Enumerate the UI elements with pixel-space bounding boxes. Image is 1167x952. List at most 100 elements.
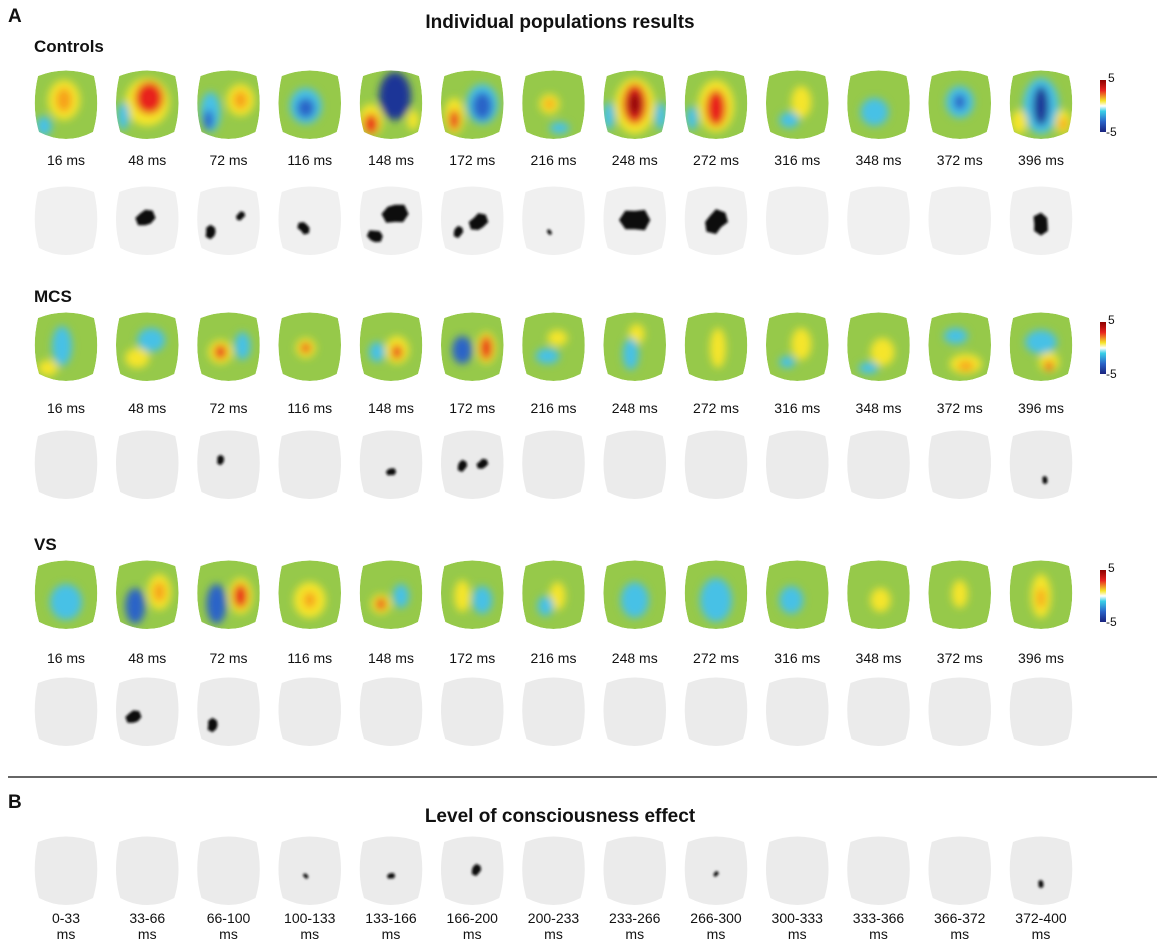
activity-blob xyxy=(706,90,726,126)
time-label: 372 ms xyxy=(937,650,983,666)
head xyxy=(440,677,504,746)
window-unit: ms xyxy=(463,926,482,942)
significance-cluster xyxy=(297,222,310,235)
topomap xyxy=(1009,560,1073,629)
colorbar-min: -5 xyxy=(1106,367,1117,381)
head xyxy=(34,430,98,499)
topomap xyxy=(603,560,667,629)
activity-blob xyxy=(860,98,889,126)
topomap xyxy=(765,70,829,139)
activity-blob xyxy=(364,114,378,134)
time-label: 216 ms xyxy=(531,400,577,416)
blobs xyxy=(622,324,645,370)
head xyxy=(1009,430,1073,499)
topomap xyxy=(928,560,992,629)
blobs xyxy=(444,84,499,134)
window-unit: ms xyxy=(869,926,888,942)
head xyxy=(603,836,667,905)
time-label: 396 ms xyxy=(1018,400,1064,416)
significance-cluster xyxy=(619,209,651,231)
significance-map xyxy=(684,186,748,255)
significance-cluster xyxy=(207,717,218,733)
window-range: 133-166 xyxy=(365,910,417,926)
significance-map xyxy=(603,836,667,905)
activity-blob xyxy=(779,356,796,368)
activity-blob xyxy=(50,584,82,620)
window-range: 166-200 xyxy=(447,910,499,926)
significance-map xyxy=(603,186,667,255)
topomap xyxy=(278,70,342,139)
topomap xyxy=(197,70,260,139)
topomap xyxy=(847,312,910,381)
time-label: 172 ms xyxy=(449,400,495,416)
activity-blob xyxy=(622,338,639,370)
topomap xyxy=(359,70,423,139)
activity-blob xyxy=(454,580,471,612)
panel-title: Level of consciousness effect xyxy=(425,806,696,827)
significance-map xyxy=(278,186,342,255)
time-label: 148 ms xyxy=(368,650,414,666)
head xyxy=(34,677,98,746)
panel-title: Individual populations results xyxy=(425,12,694,33)
head xyxy=(684,430,748,499)
significance-cluster xyxy=(476,458,489,469)
significance-map xyxy=(359,836,423,905)
significance-map xyxy=(34,677,98,746)
blobs xyxy=(943,328,982,374)
head xyxy=(522,677,585,746)
activity-blob xyxy=(791,328,812,360)
significance-map xyxy=(278,677,342,746)
time-label: 48 ms xyxy=(128,152,166,168)
activity-blob xyxy=(135,82,164,114)
group-label: VS xyxy=(34,535,57,554)
significance-cluster xyxy=(385,468,397,476)
significance-cluster xyxy=(135,209,156,226)
activity-blob xyxy=(537,596,554,616)
window-unit: ms xyxy=(1032,926,1051,942)
blobs xyxy=(452,332,497,364)
significance-cluster xyxy=(205,224,216,240)
head xyxy=(197,836,260,905)
head xyxy=(115,836,179,905)
window-unit: ms xyxy=(950,926,969,942)
time-label: 396 ms xyxy=(1018,152,1064,168)
activity-blob xyxy=(858,362,879,374)
time-label: 72 ms xyxy=(209,152,247,168)
blobs xyxy=(779,86,812,128)
activity-blob xyxy=(943,328,968,344)
head xyxy=(278,677,342,746)
activity-blob xyxy=(393,584,409,608)
activity-blob xyxy=(203,110,214,130)
time-label: 272 ms xyxy=(693,400,739,416)
significance-map xyxy=(847,430,910,499)
activity-blob xyxy=(700,578,732,622)
time-label: 172 ms xyxy=(449,650,495,666)
topomap xyxy=(603,312,667,381)
head xyxy=(278,836,342,905)
significance-cluster xyxy=(366,230,383,243)
significance-map xyxy=(115,430,179,499)
significance-map xyxy=(197,186,260,255)
significance-cluster xyxy=(547,229,552,235)
colorbar-min: -5 xyxy=(1106,615,1117,629)
blobs xyxy=(779,586,804,614)
blobs xyxy=(117,78,170,130)
blobs xyxy=(603,78,667,134)
activity-blob xyxy=(1025,330,1057,354)
time-label: 348 ms xyxy=(856,400,902,416)
activity-blob xyxy=(1045,361,1053,371)
time-label: 372 ms xyxy=(937,400,983,416)
activity-blob xyxy=(779,112,800,128)
significance-map xyxy=(765,430,829,499)
time-label: 48 ms xyxy=(128,400,166,416)
head xyxy=(34,186,98,255)
activity-blob xyxy=(376,598,386,610)
blobs xyxy=(371,584,409,614)
significance-map xyxy=(847,836,910,905)
head xyxy=(115,430,179,499)
time-label: 272 ms xyxy=(693,650,739,666)
blobs xyxy=(951,580,968,608)
activity-blob xyxy=(480,336,493,360)
topomap xyxy=(115,312,179,381)
significance-cluster xyxy=(713,871,719,877)
